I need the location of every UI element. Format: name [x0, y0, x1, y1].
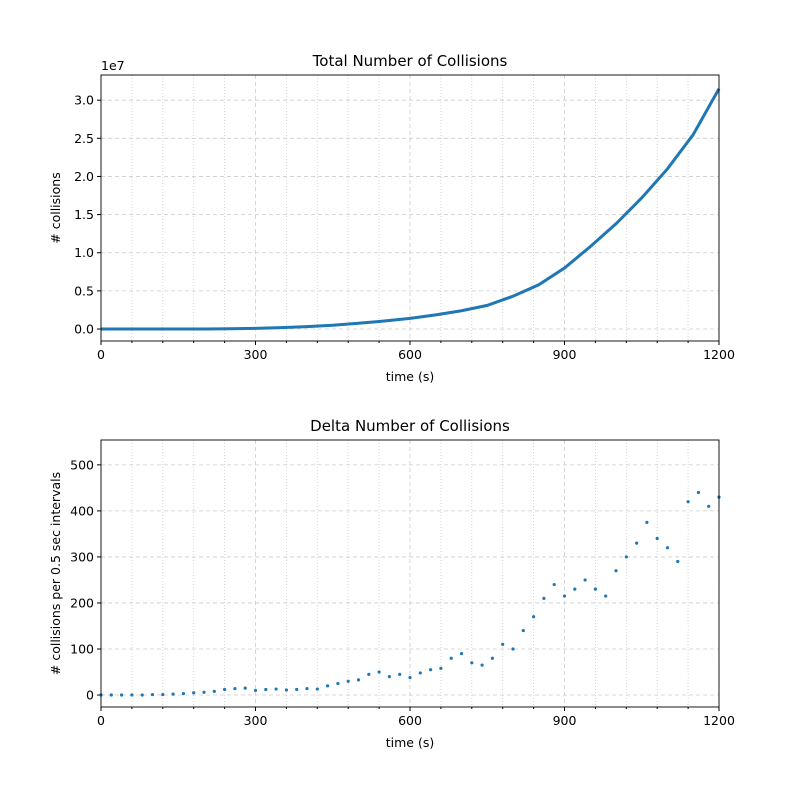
data-point	[171, 692, 175, 696]
data-point	[284, 688, 288, 692]
y-tick-label: 400	[70, 503, 94, 518]
y-tick-label: 100	[70, 641, 94, 656]
data-point	[109, 693, 113, 697]
y-axis-label: # collisions	[48, 172, 63, 243]
data-point	[336, 681, 340, 686]
x-tick-label: 300	[244, 347, 268, 362]
y-tick-label: 200	[70, 595, 94, 610]
axes-frame	[100, 439, 720, 708]
data-point	[521, 628, 525, 633]
x-tick-label: 600	[398, 347, 422, 362]
data-point	[408, 675, 412, 680]
data-point	[583, 578, 587, 582]
data-point	[212, 689, 216, 693]
y-tick-label: 1.5	[74, 207, 94, 222]
data-point	[655, 536, 659, 541]
y-axis-label: # collisions per 0.5 sec intervals	[48, 472, 63, 675]
data-point	[573, 587, 577, 591]
x-tick-label: 900	[553, 347, 577, 362]
data-point	[552, 582, 556, 587]
data-point	[150, 692, 155, 697]
data-point	[243, 686, 247, 690]
data-point	[532, 615, 536, 619]
data-point	[511, 647, 515, 651]
data-point	[387, 675, 391, 679]
data-point	[593, 587, 598, 591]
data-point	[480, 663, 484, 667]
data-point	[429, 668, 433, 672]
data-point	[707, 504, 711, 508]
x-tick-label: 0	[97, 347, 105, 362]
y-tick-label: 0.0	[74, 322, 94, 337]
x-tick-label: 1200	[703, 713, 735, 728]
data-point	[202, 690, 206, 694]
data-point	[161, 692, 165, 697]
x-tick-label: 900	[553, 713, 577, 728]
data-point	[356, 678, 361, 682]
x-axis-label: time (s)	[386, 735, 434, 750]
y-tick-label: 1.0	[74, 245, 94, 260]
data-point	[120, 693, 124, 697]
x-axis-label: time (s)	[386, 369, 434, 384]
y-tick-label: 300	[70, 549, 94, 564]
data-point	[490, 656, 494, 660]
data-point	[449, 656, 453, 660]
data-point	[326, 684, 330, 688]
data-point	[377, 670, 381, 674]
x-tick-label: 600	[398, 713, 422, 728]
data-point	[459, 652, 464, 656]
y-tick-label: 3.0	[74, 93, 94, 108]
y-tick-label: 2.5	[74, 131, 94, 146]
data-point	[295, 687, 299, 692]
x-tick-label: 0	[97, 713, 105, 728]
data-point	[686, 500, 690, 504]
data-point	[233, 686, 237, 691]
data-point	[181, 692, 185, 696]
y-tick-label: 2.0	[74, 169, 94, 184]
chart-title: Total Number of Collisions	[312, 52, 508, 70]
data-point	[274, 687, 278, 691]
data-point	[315, 687, 319, 691]
data-point	[665, 546, 670, 550]
data-point	[542, 596, 546, 600]
data-point	[645, 520, 649, 525]
data-point	[253, 688, 258, 693]
data-point	[439, 666, 443, 670]
data-point	[635, 541, 639, 545]
data-point	[367, 672, 371, 676]
data-point	[624, 555, 628, 559]
offset-label: 1e7	[101, 58, 125, 73]
x-tick-label: 300	[244, 713, 268, 728]
data-point	[614, 569, 618, 573]
data-point	[398, 672, 402, 676]
data-point	[305, 686, 309, 691]
chart-title: Delta Number of Collisions	[310, 417, 510, 435]
data-point	[501, 642, 505, 646]
data-point	[192, 691, 196, 695]
data-line	[101, 87, 721, 331]
data-point	[264, 687, 268, 692]
data-point	[562, 594, 567, 598]
data-point	[696, 490, 701, 495]
y-tick-label: 0.5	[74, 283, 94, 298]
x-tick-label: 1200	[703, 347, 735, 362]
data-point	[604, 594, 608, 598]
data-point	[130, 693, 134, 697]
data-point	[140, 693, 144, 697]
y-tick-label: 500	[70, 457, 94, 472]
data-point	[470, 661, 474, 665]
axes-frame	[100, 74, 720, 342]
data-point	[346, 679, 350, 683]
data-point	[676, 559, 680, 564]
data-point	[223, 687, 227, 692]
data-point	[418, 671, 422, 675]
y-tick-label: 0	[86, 688, 94, 703]
